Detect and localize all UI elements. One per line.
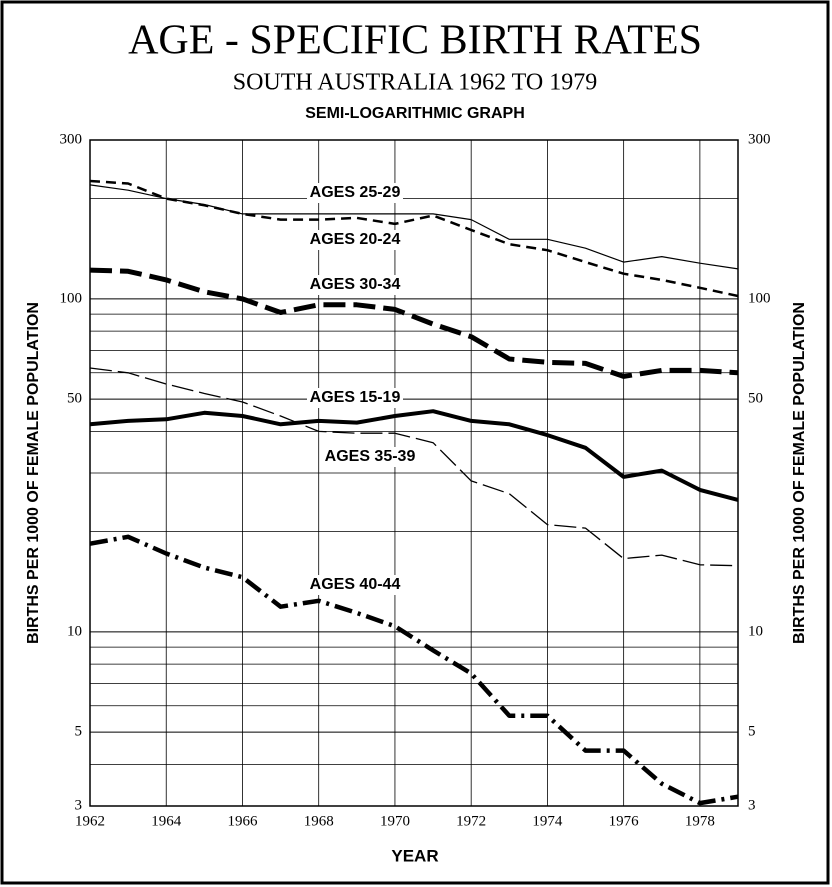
series-label: AGES 15-19: [310, 389, 401, 406]
y-tick-label: 3: [75, 797, 83, 813]
x-tick-label: 1974: [532, 813, 563, 829]
series-line: [89, 409, 739, 502]
series-label-bg: [307, 275, 403, 295]
series-label: AGES 30-34: [310, 276, 401, 293]
x-tick-label: 1978: [685, 813, 715, 829]
x-tick-label: 1968: [304, 813, 334, 829]
chart-note: SEMI-LOGARITHMIC GRAPH: [305, 105, 525, 122]
y-axis-label: BIRTHS PER 1000 OF FEMALE POPULATION: [25, 302, 42, 644]
y2-tick-label: 300: [748, 131, 771, 147]
series-label-bg: [307, 575, 403, 595]
y2-tick-label: 5: [748, 724, 756, 740]
y2-tick-label: 10: [748, 623, 763, 639]
series-label-bg: [307, 388, 403, 408]
series-line: [89, 184, 739, 270]
y2-axis-label: BIRTHS PER 1000 OF FEMALE POPULATION: [791, 302, 808, 644]
x-axis-label: YEAR: [391, 846, 438, 865]
x-tick-label: 1966: [227, 813, 258, 829]
y-tick-label: 10: [67, 623, 82, 639]
series-line: [89, 534, 739, 806]
series-label-bg: [307, 230, 403, 250]
chart-title: AGE - SPECIFIC BIRTH RATES: [128, 18, 702, 64]
x-tick-label: 1964: [151, 813, 182, 829]
y2-tick-label: 50: [748, 391, 763, 407]
y2-tick-label: 3: [748, 797, 756, 813]
series-label-bg: [322, 447, 418, 467]
series-label: AGES 35-39: [325, 448, 416, 465]
series-label: AGES 25-29: [310, 184, 401, 201]
series-label: AGES 40-44: [310, 576, 401, 593]
series-label: AGES 20-24: [310, 231, 401, 248]
x-tick-label: 1970: [380, 813, 410, 829]
y-tick-label: 5: [75, 724, 83, 740]
x-tick-label: 1972: [456, 813, 486, 829]
y-tick-label: 100: [60, 290, 83, 306]
y-tick-label: 300: [60, 131, 83, 147]
y-tick-label: 50: [67, 391, 82, 407]
chart-subtitle: SOUTH AUSTRALIA 1962 TO 1979: [233, 70, 597, 96]
x-tick-label: 1962: [75, 813, 105, 829]
plot-frame: [89, 139, 739, 807]
series-line: [89, 267, 739, 379]
x-tick-label: 1976: [609, 813, 640, 829]
series-line: [89, 179, 739, 298]
y2-tick-label: 100: [748, 290, 771, 306]
series-line: [89, 367, 739, 567]
series-label-bg: [307, 183, 403, 203]
